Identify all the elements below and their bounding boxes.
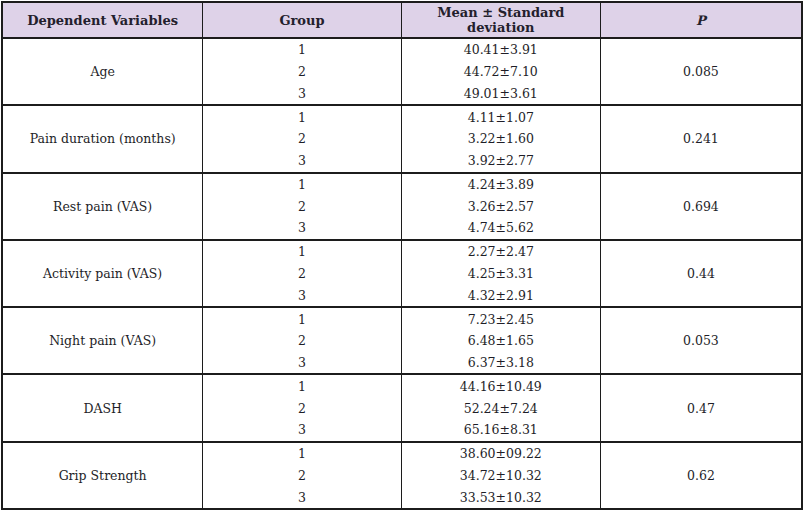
dependent-variable-cell: Activity pain (VAS) — [2, 240, 203, 307]
group-cell: 1 — [203, 374, 401, 397]
mean-sd-cell: 52.24±7.24 — [401, 397, 600, 419]
group-cell: 1 — [203, 105, 401, 128]
column-header-p-value: P — [600, 2, 802, 38]
dependent-variable-cell: Grip Strength — [2, 442, 203, 509]
table-row: Activity pain (VAS)12.27±2.470.44 — [2, 240, 802, 263]
group-cell: 2 — [203, 330, 401, 352]
mean-sd-cell: 4.32±2.91 — [401, 284, 600, 307]
mean-sd-cell: 4.74±5.62 — [401, 217, 600, 240]
group-cell: 3 — [203, 352, 401, 375]
table-row: Night pain (VAS)17.23±2.450.053 — [2, 307, 802, 330]
p-value-cell: 0.44 — [600, 240, 802, 307]
column-header-dependent-variables: Dependent Variables — [2, 2, 203, 38]
group-cell: 3 — [203, 486, 401, 509]
table-row: DASH144.16±10.490.47 — [2, 374, 802, 397]
mean-sd-cell: 34.72±10.32 — [401, 465, 600, 487]
group-cell: 3 — [203, 419, 401, 442]
dependent-variable-cell: DASH — [2, 374, 203, 441]
group-cell: 1 — [203, 240, 401, 263]
header-row: Dependent Variables Group Mean ± Standar… — [2, 2, 802, 38]
mean-sd-cell: 65.16±8.31 — [401, 419, 600, 442]
mean-sd-cell: 4.25±3.31 — [401, 263, 600, 285]
table-row: Rest pain (VAS)14.24±3.890.694 — [2, 173, 802, 196]
mean-sd-cell: 44.72±7.10 — [401, 61, 600, 83]
mean-sd-cell: 40.41±3.91 — [401, 38, 600, 61]
dependent-variable-cell: Night pain (VAS) — [2, 307, 203, 374]
column-header-mean-sd: Mean ± Standard deviation — [401, 2, 600, 38]
mean-sd-cell: 6.48±1.65 — [401, 330, 600, 352]
variable-section: Age140.41±3.910.085244.72±7.10349.01±3.6… — [2, 38, 802, 105]
group-cell: 1 — [203, 173, 401, 196]
mean-sd-cell: 6.37±3.18 — [401, 352, 600, 375]
mean-sd-cell: 7.23±2.45 — [401, 307, 600, 330]
mean-sd-cell: 4.11±1.07 — [401, 105, 600, 128]
mean-sd-cell: 49.01±3.61 — [401, 82, 600, 105]
mean-sd-cell: 38.60±09.22 — [401, 442, 600, 465]
mean-sd-cell: 44.16±10.49 — [401, 374, 600, 397]
variable-section: Activity pain (VAS)12.27±2.470.4424.25±3… — [2, 240, 802, 307]
mean-sd-cell: 3.92±2.77 — [401, 150, 600, 173]
group-cell: 1 — [203, 307, 401, 330]
mean-sd-cell: 33.53±10.32 — [401, 486, 600, 509]
variable-section: DASH144.16±10.490.47252.24±7.24365.16±8.… — [2, 374, 802, 441]
mean-sd-cell: 3.22±1.60 — [401, 128, 600, 150]
variable-section: Rest pain (VAS)14.24±3.890.69423.26±2.57… — [2, 173, 802, 240]
results-table-container: Dependent Variables Group Mean ± Standar… — [0, 0, 804, 513]
variable-section: Night pain (VAS)17.23±2.450.05326.48±1.6… — [2, 307, 802, 374]
p-value-cell: 0.47 — [600, 374, 802, 441]
mean-sd-cell: 4.24±3.89 — [401, 173, 600, 196]
group-cell: 1 — [203, 38, 401, 61]
results-table: Dependent Variables Group Mean ± Standar… — [1, 1, 803, 510]
p-value-cell: 0.053 — [600, 307, 802, 374]
mean-sd-cell: 2.27±2.47 — [401, 240, 600, 263]
table-header: Dependent Variables Group Mean ± Standar… — [2, 2, 802, 38]
group-cell: 2 — [203, 195, 401, 217]
group-cell: 2 — [203, 263, 401, 285]
p-value-cell: 0.694 — [600, 173, 802, 240]
table-row: Age140.41±3.910.085 — [2, 38, 802, 61]
dependent-variable-cell: Pain duration (months) — [2, 105, 203, 172]
p-value-cell: 0.085 — [600, 38, 802, 105]
group-cell: 1 — [203, 442, 401, 465]
group-cell: 2 — [203, 397, 401, 419]
table-row: Pain duration (months)14.11±1.070.241 — [2, 105, 802, 128]
variable-section: Grip Strength138.60±09.220.62234.72±10.3… — [2, 442, 802, 509]
group-cell: 2 — [203, 465, 401, 487]
group-cell: 3 — [203, 217, 401, 240]
mean-sd-cell: 3.26±2.57 — [401, 195, 600, 217]
group-cell: 3 — [203, 82, 401, 105]
table-row: Grip Strength138.60±09.220.62 — [2, 442, 802, 465]
variable-section: Pain duration (months)14.11±1.070.24123.… — [2, 105, 802, 172]
column-header-group: Group — [203, 2, 401, 38]
group-cell: 2 — [203, 128, 401, 150]
dependent-variable-cell: Age — [2, 38, 203, 105]
group-cell: 3 — [203, 150, 401, 173]
group-cell: 3 — [203, 284, 401, 307]
p-value-cell: 0.62 — [600, 442, 802, 509]
p-value-cell: 0.241 — [600, 105, 802, 172]
group-cell: 2 — [203, 61, 401, 83]
dependent-variable-cell: Rest pain (VAS) — [2, 173, 203, 240]
